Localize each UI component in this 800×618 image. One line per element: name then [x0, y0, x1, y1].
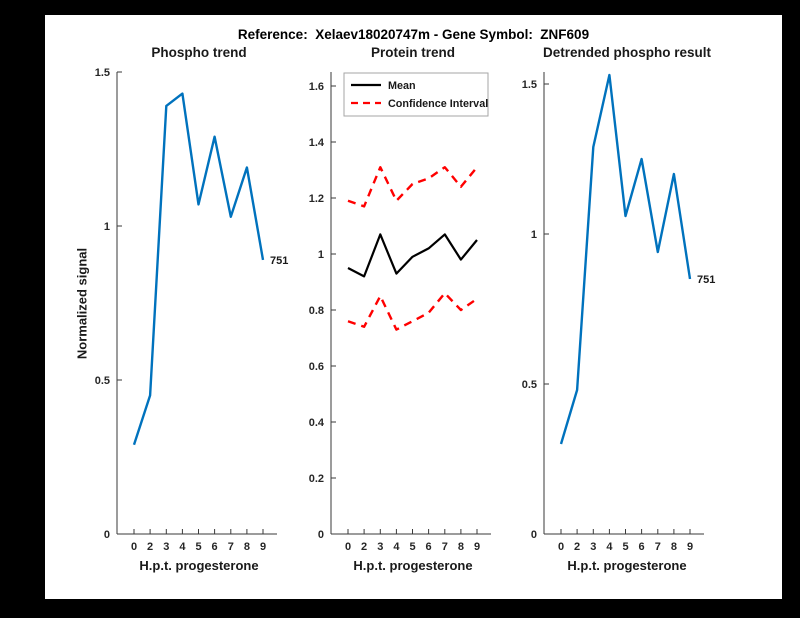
ci-upper-line	[347, 165, 478, 208]
x-tick-label: 0	[558, 541, 564, 553]
legend-entry-label: Mean	[388, 80, 416, 92]
y-tick-label: 1.5	[95, 67, 110, 79]
y-tick-label: 0.6	[309, 361, 324, 373]
legend-box	[343, 72, 489, 117]
series-end-label: 751	[697, 274, 715, 286]
y-tick-label: 0	[318, 529, 324, 541]
x-tick-label: 3	[163, 541, 169, 553]
x-tick-label: 8	[671, 541, 677, 553]
y-tick-label: 0	[531, 529, 537, 541]
plot1-x-axis-label: H.p.t. progesterone	[139, 558, 259, 573]
x-tick-label: 0	[345, 541, 351, 553]
ci-lower-line	[347, 291, 478, 331]
x-tick-label: 3	[590, 541, 596, 553]
x-tick-label: 5	[409, 541, 415, 553]
detrended-phospho-line	[559, 73, 692, 445]
plot3-title: Detrended phospho result	[542, 45, 711, 60]
y-tick-label: 1	[318, 249, 324, 261]
x-tick-label: 0	[131, 541, 137, 553]
x-tick-label: 7	[442, 541, 448, 553]
y-tick-label: 1.4	[309, 137, 325, 149]
x-tick-label: 4	[606, 541, 613, 553]
x-tick-label: 8	[458, 541, 464, 553]
x-tick-label: 6	[426, 541, 432, 553]
x-tick-label: 7	[655, 541, 661, 553]
x-tick-label: 9	[260, 541, 266, 553]
x-tick-label: 6	[639, 541, 645, 553]
y-tick-label: 1	[104, 221, 110, 233]
legend-entry-label: Confidence Interval	[388, 98, 488, 110]
y-tick-label: 0.4	[309, 417, 325, 429]
x-tick-label: 2	[147, 541, 153, 553]
x-tick-label: 4	[179, 541, 186, 553]
y-tick-label: 1.5	[522, 79, 537, 91]
x-tick-label: 9	[687, 541, 693, 553]
y-tick-label: 0	[104, 529, 110, 541]
x-tick-label: 2	[361, 541, 367, 553]
x-tick-label: 8	[244, 541, 250, 553]
y-tick-label: 0.5	[522, 379, 537, 391]
y-tick-label: 1	[531, 229, 537, 241]
x-tick-label: 5	[195, 541, 201, 553]
phospho-signal-line	[132, 92, 265, 446]
x-tick-label: 7	[228, 541, 234, 553]
y-tick-label: 0.8	[309, 305, 324, 317]
y-tick-label: 1.6	[309, 81, 324, 93]
plot3-x-axis-label: H.p.t. progesterone	[567, 558, 687, 573]
y-tick-label: 1.2	[309, 193, 324, 205]
y-tick-label: 0.2	[309, 473, 324, 485]
plot2-x-axis-label: H.p.t. progesterone	[353, 558, 473, 573]
x-tick-label: 9	[474, 541, 480, 553]
x-tick-label: 4	[393, 541, 400, 553]
figure-title: Reference: Xelaev18020747m - Gene Symbol…	[237, 27, 590, 42]
protein-trend-chart: 00.20.40.60.811.21.41.60 2 3 4 5 6 7 8 9MeanConf…	[309, 72, 491, 553]
plot1-title: Phospho trend	[151, 45, 247, 60]
x-tick-label: 5	[622, 541, 628, 553]
x-tick-label: 2	[574, 541, 580, 553]
figure: Reference: Xelaev18020747m - Gene Symbol…	[45, 15, 782, 599]
x-tick-label: 6	[212, 541, 218, 553]
y-tick-label: 0.5	[95, 375, 110, 387]
plot2-title: Protein trend	[370, 45, 455, 60]
protein-mean-line	[347, 233, 478, 278]
series-end-label: 751	[270, 255, 288, 267]
x-tick-label: 3	[377, 541, 383, 553]
